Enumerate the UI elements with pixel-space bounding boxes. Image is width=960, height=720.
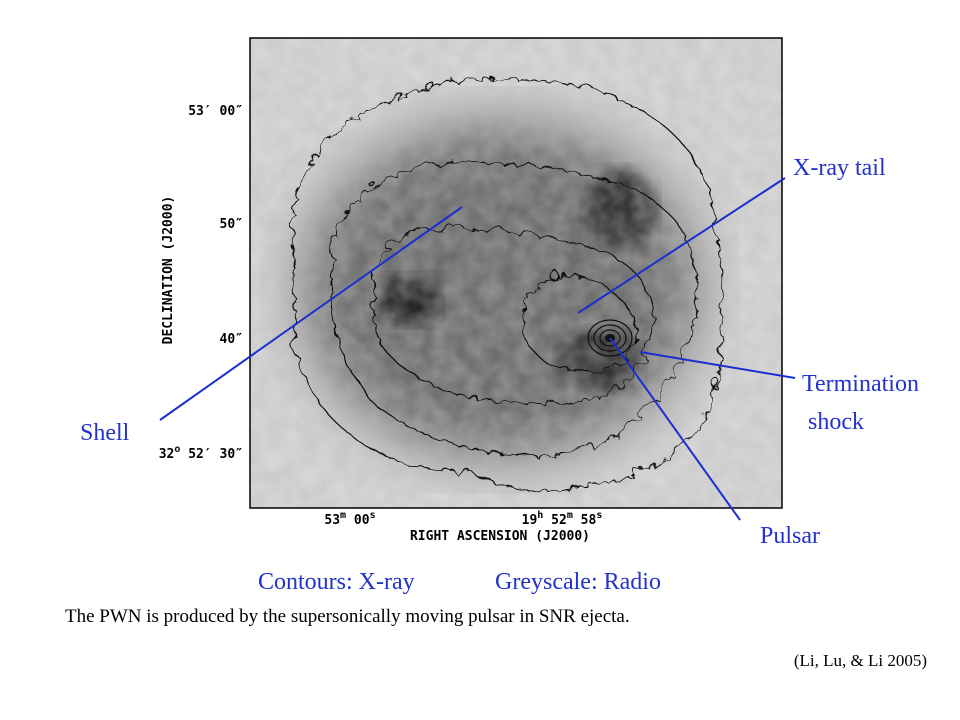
tick-text: 40″ — [220, 332, 243, 347]
ra-label: RIGHT ASCENSION (J2000) — [410, 529, 590, 544]
tick-text: 58 — [573, 513, 597, 528]
radio-image — [250, 38, 782, 508]
image-frame — [249, 37, 783, 509]
tick-label: 19h 52m 58s — [522, 510, 603, 528]
dec-label: DECLINATION (J2000) — [161, 196, 176, 345]
tick-label: 50″ — [220, 217, 243, 232]
tick-label: 32o 52′ 30″ — [159, 444, 243, 462]
tick-label: 40″ — [220, 332, 243, 347]
superscript: s — [596, 510, 602, 521]
tick-text: 53 — [324, 513, 340, 528]
tick-label: 53m 00s — [324, 510, 375, 528]
shell-pointer — [159, 206, 463, 421]
tick-text: 53′ 00″ — [188, 104, 243, 119]
annotation: Shell — [80, 420, 130, 446]
shock-pointer — [639, 351, 796, 379]
superscript: m — [340, 510, 346, 521]
tick-text: 00 — [346, 513, 370, 528]
annotation: X-ray tail — [793, 155, 886, 181]
pulsar-pointer — [609, 337, 741, 521]
annotation: shock — [808, 409, 864, 435]
superscript: o — [174, 444, 180, 455]
annotation: Pulsar — [760, 523, 820, 549]
tick-text: 52 — [543, 513, 566, 528]
tick-label: 53′ 00″ — [188, 104, 243, 119]
tick-text: 50″ — [220, 217, 243, 232]
caption-sentence: The PWN is produced by the supersonicall… — [65, 606, 630, 627]
annotation: Termination — [802, 371, 919, 397]
tail-pointer — [577, 177, 786, 314]
superscript: h — [537, 510, 543, 521]
citation: (Li, Lu, & Li 2005) — [794, 651, 927, 670]
superscript: m — [567, 510, 573, 521]
caption: Contours: X-ray — [258, 569, 415, 595]
tick-text: 52′ 30″ — [180, 447, 243, 462]
tick-text: 19 — [522, 513, 538, 528]
tick-text: 32 — [159, 447, 175, 462]
caption: Greyscale: Radio — [495, 569, 661, 595]
superscript: s — [370, 510, 376, 521]
